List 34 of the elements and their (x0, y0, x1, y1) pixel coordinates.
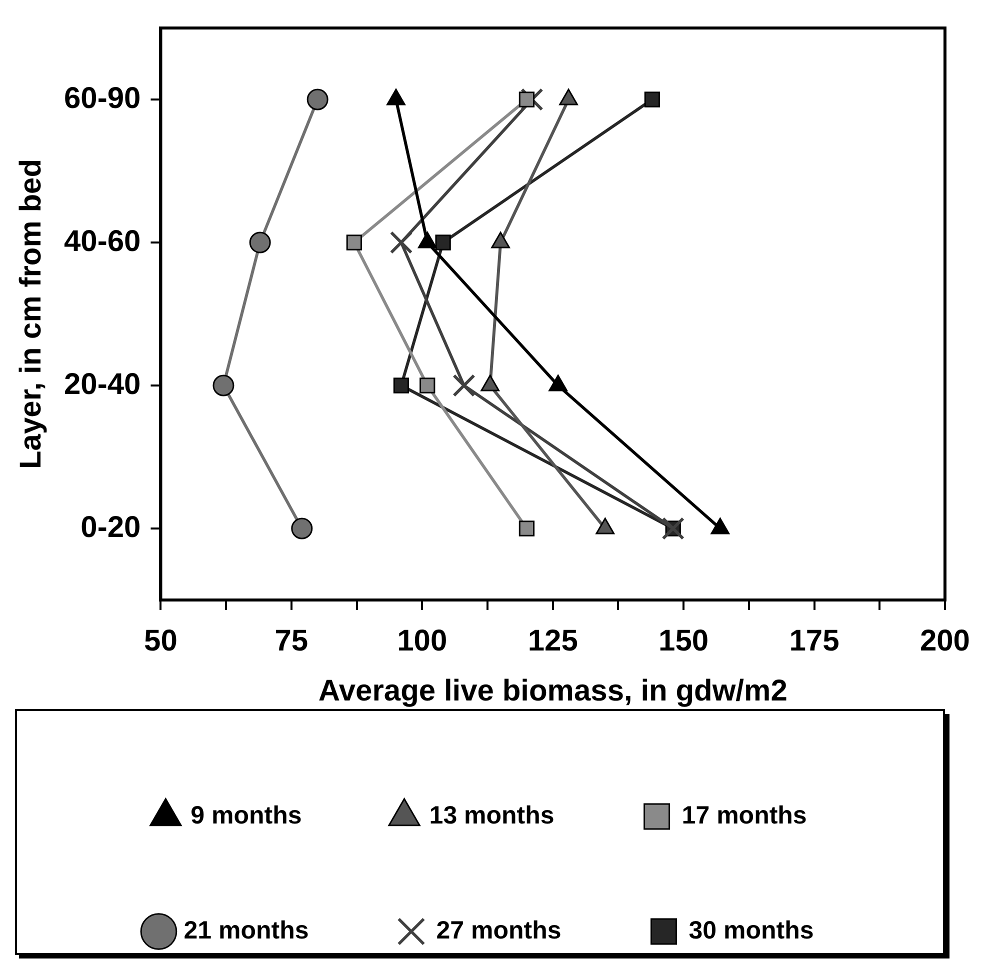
point (644, 92, 660, 108)
point (249, 232, 271, 254)
y-tick-label: 0-20 (80, 510, 141, 544)
point (520, 88, 544, 111)
x-tick-label: 75 (274, 624, 308, 658)
y-tick-label: 40-60 (64, 224, 141, 258)
legend-label: 27 months (436, 916, 562, 944)
legend-label: 21 months (184, 916, 309, 944)
point (390, 231, 413, 254)
y-tick-label: 20-40 (64, 368, 141, 401)
x-tick-label: 125 (528, 624, 578, 658)
x-axis-title: Average live biomass, in gdw/m2 (318, 674, 788, 708)
point (306, 88, 328, 110)
point (435, 234, 451, 250)
x-tick-label: 175 (789, 624, 840, 658)
point (393, 378, 410, 394)
point (346, 234, 362, 250)
point (662, 517, 684, 540)
y-tick-label: 60-90 (64, 82, 141, 115)
x-tick-label: 150 (658, 624, 709, 658)
x-tick-label: 50 (144, 624, 178, 658)
x-tick-label: 100 (397, 624, 448, 658)
point (291, 518, 313, 540)
y-axis-title: Layer, in cm from bed (14, 158, 48, 470)
legend-label: 30 months (688, 916, 814, 944)
point (452, 374, 476, 397)
point (212, 374, 234, 396)
legend-label: 13 months (429, 801, 554, 830)
point (420, 378, 436, 394)
legend-label: 17 months (682, 801, 807, 830)
point (518, 520, 535, 536)
legend-label: 9 months (190, 801, 302, 830)
point (518, 92, 535, 108)
x-tick-label: 200 (920, 624, 970, 658)
